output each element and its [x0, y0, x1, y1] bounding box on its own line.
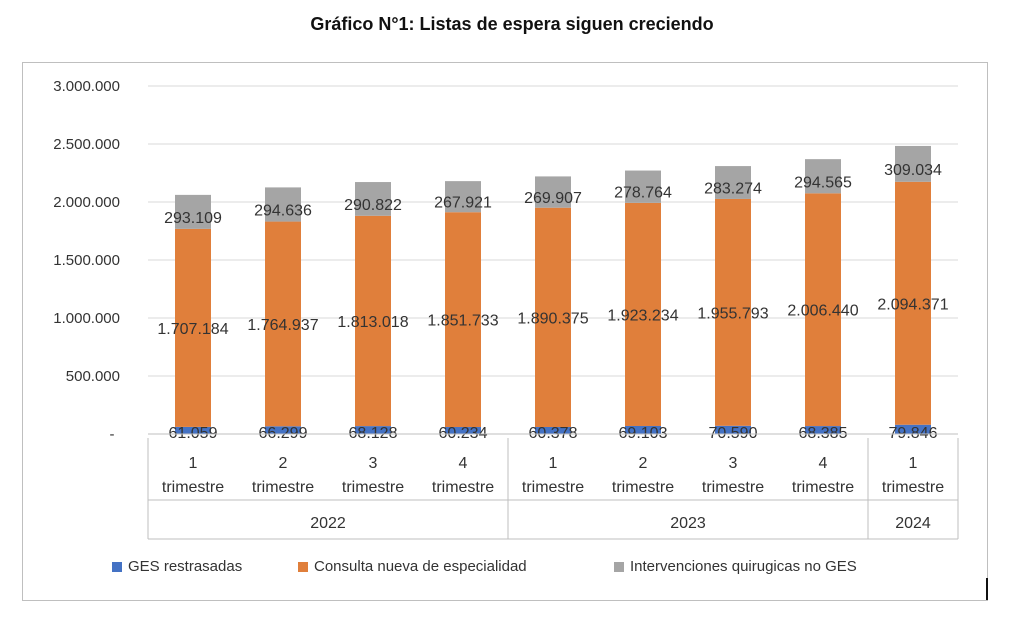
bar-segment: [175, 194, 211, 229]
legend-swatch-intervenciones: [614, 561, 624, 572]
x-tick-label-quarter: 2: [639, 455, 648, 472]
x-tick-label-period: trimestre: [792, 479, 854, 496]
bar-segment: [265, 187, 301, 222]
bar-segment: [715, 425, 751, 434]
bar-segment: [715, 198, 751, 426]
x-tick-label-period: trimestre: [612, 479, 674, 496]
bar-segment: [355, 426, 391, 434]
x-tick-label-quarter: 4: [819, 455, 828, 472]
data-label: 278.764: [614, 185, 672, 202]
legend-label-consulta: Consulta nueva de especialidad: [314, 558, 527, 575]
y-tick-label: -: [110, 426, 115, 443]
bar-segment: [625, 425, 661, 434]
x-tick-label-period: trimestre: [522, 479, 584, 496]
legend-item-ges: GES restrasadas: [112, 558, 242, 575]
data-label: 267.921: [434, 194, 492, 211]
bar-segment: [895, 181, 931, 425]
bar-segment: [535, 176, 571, 208]
data-label: 1.851.733: [427, 313, 498, 330]
x-tick-label-period: trimestre: [882, 479, 944, 496]
legend: GES restrasadas Consulta nueva de especi…: [0, 558, 1024, 578]
y-tick-label: 1.500.000: [53, 252, 120, 269]
x-group-label-year: 2023: [670, 515, 706, 532]
x-tick-label-quarter: 2: [279, 455, 288, 472]
data-label: 294.565: [794, 174, 852, 191]
bar-segment: [265, 221, 301, 427]
y-tick-label: 500.000: [66, 368, 120, 385]
data-label: 309.034: [884, 162, 942, 179]
bar-segment: [445, 181, 481, 213]
x-tick-label-quarter: 3: [729, 455, 738, 472]
data-label: 1.890.375: [517, 310, 588, 327]
bar-segment: [625, 202, 661, 426]
legend-swatch-consulta: [298, 561, 308, 572]
bar-segment: [805, 426, 841, 434]
bar-segment: [535, 426, 571, 434]
x-tick-label-period: trimestre: [162, 479, 224, 496]
data-label: 294.636: [254, 203, 312, 220]
x-tick-label-period: trimestre: [702, 479, 764, 496]
data-label: 290.822: [344, 197, 402, 214]
bar-segment: [805, 159, 841, 194]
bar-segment: [355, 182, 391, 216]
data-label: 1.707.184: [157, 321, 228, 338]
data-label: 283.274: [704, 180, 762, 197]
data-label: 1.813.018: [337, 314, 408, 331]
bar-segment: [175, 228, 211, 427]
x-tick-label-quarter: 1: [909, 455, 918, 472]
bar-segment: [445, 212, 481, 428]
x-tick-label-period: trimestre: [342, 479, 404, 496]
data-label: 2.006.440: [787, 303, 858, 320]
bar-segment: [355, 215, 391, 427]
data-label: 269.907: [524, 190, 582, 207]
legend-label-intervenciones: Intervenciones quirugicas no GES: [630, 558, 857, 575]
legend-swatch-ges: [112, 561, 122, 572]
data-label: 1.764.937: [247, 317, 318, 334]
legend-label-ges: GES restrasadas: [128, 558, 243, 575]
y-tick-label: 2.000.000: [53, 194, 120, 211]
data-label: 1.955.793: [697, 305, 768, 322]
bar-segment: [535, 207, 571, 427]
x-group-label-year: 2022: [310, 515, 346, 532]
bar-segment: [715, 166, 751, 199]
chart-title: Gráfico N°1: Listas de espera siguen cre…: [310, 14, 714, 34]
x-tick-label-quarter: 1: [189, 455, 198, 472]
y-tick-label: 1.000.000: [53, 310, 120, 327]
x-tick-label-quarter: 3: [369, 455, 378, 472]
data-label: 2.094.371: [877, 296, 948, 313]
bar-segment: [895, 145, 931, 182]
x-tick-label-period: trimestre: [252, 479, 314, 496]
y-tick-label: 2.500.000: [53, 136, 120, 153]
legend-item-consulta: Consulta nueva de especialidad: [298, 558, 527, 575]
bar-segment: [895, 424, 931, 434]
y-tick-label: 3.000.000: [53, 78, 120, 95]
bar-segment: [625, 170, 661, 203]
x-tick-label-period: trimestre: [432, 479, 494, 496]
text-cursor: [986, 578, 988, 600]
x-tick-label-quarter: 4: [459, 455, 468, 472]
data-label: 1.923.234: [607, 307, 678, 324]
bar-segment: [175, 426, 211, 434]
bar-segment: [265, 426, 301, 434]
bar-segment: [805, 193, 841, 427]
legend-item-intervenciones: Intervenciones quirugicas no GES: [614, 558, 857, 575]
chart-frame: [22, 62, 988, 601]
data-label: 293.109: [164, 210, 222, 227]
bar-segment: [445, 427, 481, 434]
x-tick-label-quarter: 1: [549, 455, 558, 472]
x-group-label-year: 2024: [895, 515, 931, 532]
